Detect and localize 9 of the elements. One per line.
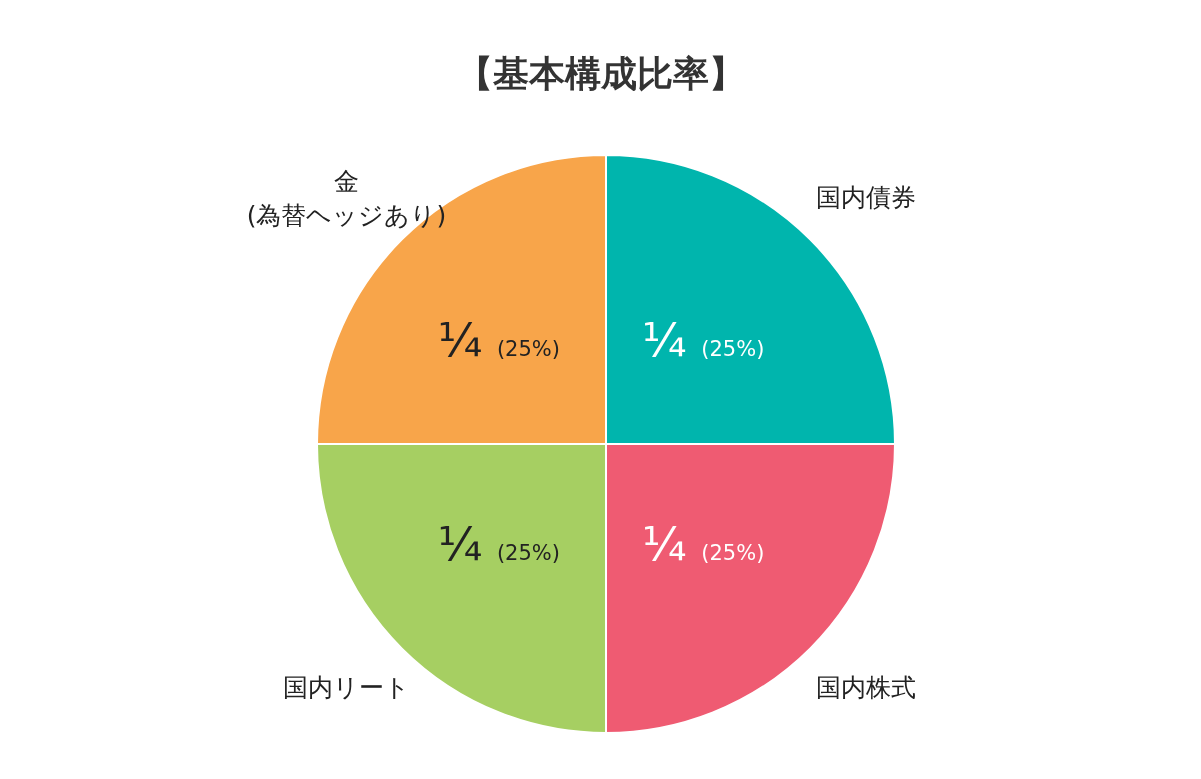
data-label: ¼ (25%) (642, 517, 765, 572)
data-label: ¼ (25%) (642, 312, 765, 367)
data-label: ¼ (25%) (437, 517, 560, 572)
slice-label: 国内債券 (815, 182, 916, 212)
chart-title: 【基本構成比率】 (455, 52, 746, 96)
slice-label: 金 (為替ヘッジあり) (246, 166, 447, 230)
data-label: ¼ (25%) (437, 312, 560, 367)
slice-label: 国内株式 (815, 673, 916, 703)
slice-label: 国内リート (282, 673, 410, 703)
